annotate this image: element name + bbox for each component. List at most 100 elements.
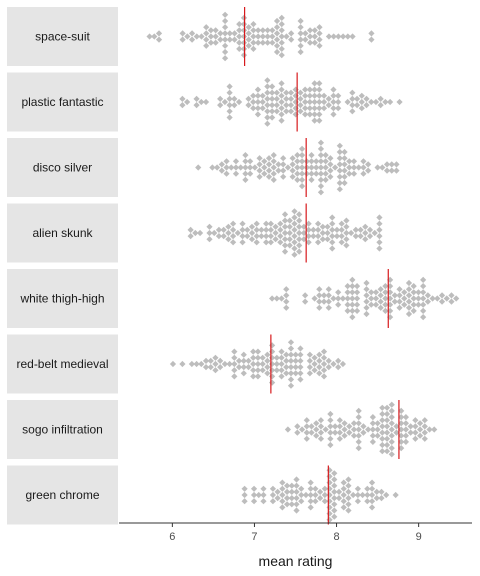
rating-point: [269, 367, 276, 374]
rating-point: [273, 367, 280, 374]
rating-point: [335, 289, 342, 296]
rating-point: [303, 170, 310, 177]
rating-point: [363, 102, 370, 109]
rating-point: [426, 426, 433, 433]
rating-point: [350, 164, 358, 171]
rating-point: [253, 239, 260, 246]
rating-point: [368, 301, 375, 308]
rating-point: [326, 510, 333, 517]
rating-point: [281, 242, 289, 249]
rating-point: [267, 233, 274, 240]
rating-point: [330, 295, 337, 302]
rating-point: [297, 370, 304, 377]
rating-point: [355, 445, 362, 452]
rating-point: [317, 189, 325, 196]
rating-point: [300, 236, 308, 243]
rating-point: [237, 164, 244, 171]
rating-point: [292, 105, 299, 112]
rating-point: [269, 83, 276, 90]
rating-point: [298, 145, 306, 152]
rating-point: [236, 45, 243, 52]
rating-point: [240, 364, 247, 371]
rating-point: [287, 345, 295, 352]
rating-point: [412, 417, 419, 424]
rating-point: [288, 495, 295, 502]
rating-point: [251, 164, 258, 171]
rating-point: [316, 24, 323, 31]
rating-point: [360, 170, 367, 177]
rating-point: [278, 295, 285, 302]
rating-point: [344, 301, 351, 308]
rating-point: [288, 501, 295, 508]
rating-point: [231, 373, 238, 380]
rating-point: [420, 307, 427, 314]
rating-point: [231, 36, 238, 43]
strip-background: [7, 7, 118, 66]
rating-point: [264, 370, 271, 377]
rating-point: [225, 223, 232, 230]
rating-point: [345, 495, 352, 502]
rating-point: [297, 364, 304, 371]
rating-point: [198, 33, 205, 40]
rating-point: [368, 98, 375, 106]
rating-point: [193, 95, 200, 102]
rating-point: [206, 236, 213, 243]
rating-point: [331, 476, 338, 483]
rating-point: [365, 426, 372, 433]
rating-point: [259, 33, 266, 40]
rating-point: [326, 485, 333, 492]
rating-point: [327, 161, 334, 168]
rating-point: [353, 283, 361, 290]
rating-point: [263, 226, 270, 233]
rating-point: [202, 98, 210, 106]
rating-point: [316, 105, 323, 112]
rating-point: [250, 491, 258, 499]
rating-point: [312, 498, 319, 505]
rating-point: [255, 491, 262, 499]
rating-point: [336, 429, 343, 436]
rating-point: [198, 98, 205, 106]
rating-point: [222, 30, 229, 37]
rating-point: [230, 233, 237, 240]
rating-point: [338, 220, 345, 227]
rating-point: [311, 33, 318, 40]
rating-point: [289, 161, 296, 168]
rating-point: [382, 98, 389, 106]
rating-point: [326, 498, 333, 505]
rating-point: [338, 233, 345, 240]
rating-point: [293, 495, 300, 502]
rating-point: [416, 432, 424, 439]
rating-point: [393, 429, 400, 436]
rating-point: [369, 426, 376, 433]
rating-point: [317, 429, 325, 436]
rating-point: [377, 102, 384, 109]
rating-point: [324, 223, 331, 230]
rating-point: [316, 30, 323, 37]
rating-point: [402, 438, 410, 445]
rating-point: [259, 105, 266, 112]
rating-point: [298, 170, 306, 177]
rating-point: [341, 167, 348, 174]
rating-point: [317, 488, 324, 495]
rating-point: [254, 360, 262, 368]
rating-point: [316, 304, 323, 311]
rating-point: [388, 407, 395, 414]
rating-point: [187, 226, 194, 233]
rating-point: [329, 214, 336, 221]
rating-point: [283, 108, 290, 115]
rating-point: [344, 283, 351, 290]
rating-point: [297, 351, 304, 358]
rating-point: [329, 226, 336, 233]
rating-point: [240, 52, 248, 59]
rating-point: [278, 27, 285, 34]
rating-point: [253, 233, 260, 240]
rating-point: [401, 301, 408, 308]
rating-point: [353, 301, 361, 308]
rating-point: [260, 485, 267, 492]
rating-point: [320, 354, 328, 361]
rating-point: [365, 167, 372, 174]
rating-point: [355, 420, 362, 427]
rating-point: [317, 176, 325, 183]
rating-point: [354, 491, 361, 499]
rating-point: [317, 435, 325, 442]
